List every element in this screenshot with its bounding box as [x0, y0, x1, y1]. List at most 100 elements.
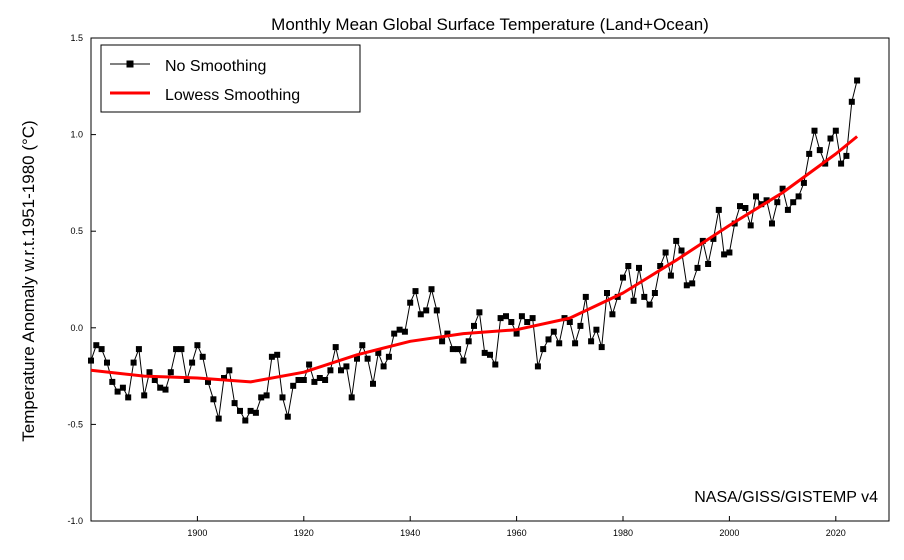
data-point [545, 336, 552, 343]
data-point [822, 160, 829, 167]
data-point [774, 199, 781, 206]
data-point [657, 263, 664, 269]
data-point [199, 353, 206, 360]
data-point [268, 353, 275, 360]
data-point [588, 338, 595, 345]
no-smoothing-line [90, 80, 858, 421]
data-point [646, 301, 653, 308]
data-point [540, 346, 547, 353]
data-point [582, 293, 589, 300]
legend-box [100, 44, 361, 113]
data-point [151, 377, 158, 383]
data-point [710, 235, 717, 242]
data-point [816, 147, 823, 154]
data-point [141, 392, 148, 399]
data-point [125, 394, 132, 401]
data-point [157, 384, 164, 391]
y-tick-label: 1.0 [70, 130, 83, 140]
data-point [375, 349, 382, 356]
data-point [88, 357, 94, 364]
data-point [699, 237, 706, 244]
data-point [524, 319, 531, 325]
data-point [832, 127, 839, 134]
data-point [721, 251, 728, 258]
data-point [737, 203, 743, 210]
data-point [455, 346, 462, 353]
data-point [327, 367, 334, 374]
data-point [295, 377, 302, 383]
data-point [620, 274, 626, 281]
data-point [503, 313, 509, 320]
data-point [114, 388, 121, 395]
data-point [221, 375, 227, 381]
x-tick-label: 1900 [187, 528, 207, 538]
source-annotation: NASA/GISS/GISTEMP v4 [694, 489, 878, 506]
data-point [205, 378, 211, 385]
data-point [795, 193, 802, 200]
data-point [806, 150, 813, 157]
data-point [279, 394, 286, 401]
data-point [673, 237, 680, 244]
data-point [726, 249, 733, 256]
data-point [247, 407, 254, 414]
data-point [370, 380, 376, 387]
data-point [412, 288, 419, 295]
data-point [747, 222, 754, 229]
x-tick-label: 1920 [294, 528, 314, 538]
data-point [444, 330, 451, 337]
data-point [332, 344, 339, 351]
y-tick-label: 0.0 [70, 323, 83, 333]
data-point [630, 297, 637, 304]
data-point [396, 326, 403, 333]
data-point [465, 338, 472, 345]
data-point [135, 346, 142, 353]
data-point [338, 367, 344, 374]
data-point [593, 326, 600, 333]
data-point [407, 299, 414, 306]
data-point [854, 77, 861, 84]
data-point [306, 361, 313, 368]
data-point [423, 307, 430, 314]
data-point [183, 377, 190, 383]
y-tick-label: 0.5 [70, 226, 83, 236]
data-point [784, 206, 791, 213]
data-point [843, 152, 850, 159]
data-point [189, 359, 196, 366]
x-tick-label: 2000 [719, 528, 739, 538]
plot-area [90, 37, 890, 522]
data-point [518, 313, 525, 320]
data-point [242, 417, 249, 424]
data-point [460, 357, 467, 364]
y-tick-label: 1.5 [70, 33, 83, 43]
legend-label-no-smoothing: No Smoothing [165, 58, 266, 75]
data-point [508, 319, 515, 325]
data-point [481, 349, 488, 356]
data-point [800, 179, 807, 186]
data-point [417, 311, 424, 318]
data-point [769, 220, 775, 227]
series-layer [88, 77, 861, 424]
data-point [194, 342, 201, 349]
data-point [226, 367, 233, 374]
data-point [705, 261, 712, 267]
data-point [401, 328, 408, 335]
data-point [274, 351, 281, 358]
data-point [689, 280, 696, 287]
data-point [300, 377, 307, 383]
data-point [604, 290, 610, 296]
data-point [119, 384, 126, 391]
data-point [428, 286, 435, 293]
data-point [572, 340, 579, 347]
data-point [380, 363, 387, 370]
data-point [678, 247, 685, 254]
data-point [449, 346, 456, 353]
data-point [290, 382, 297, 389]
data-point [779, 185, 786, 192]
data-point [130, 359, 137, 366]
data-point [497, 315, 504, 322]
data-point [311, 378, 318, 385]
data-point [433, 307, 440, 314]
data-point [556, 340, 563, 347]
data-point [534, 363, 541, 370]
x-tick-label: 1980 [613, 528, 633, 538]
